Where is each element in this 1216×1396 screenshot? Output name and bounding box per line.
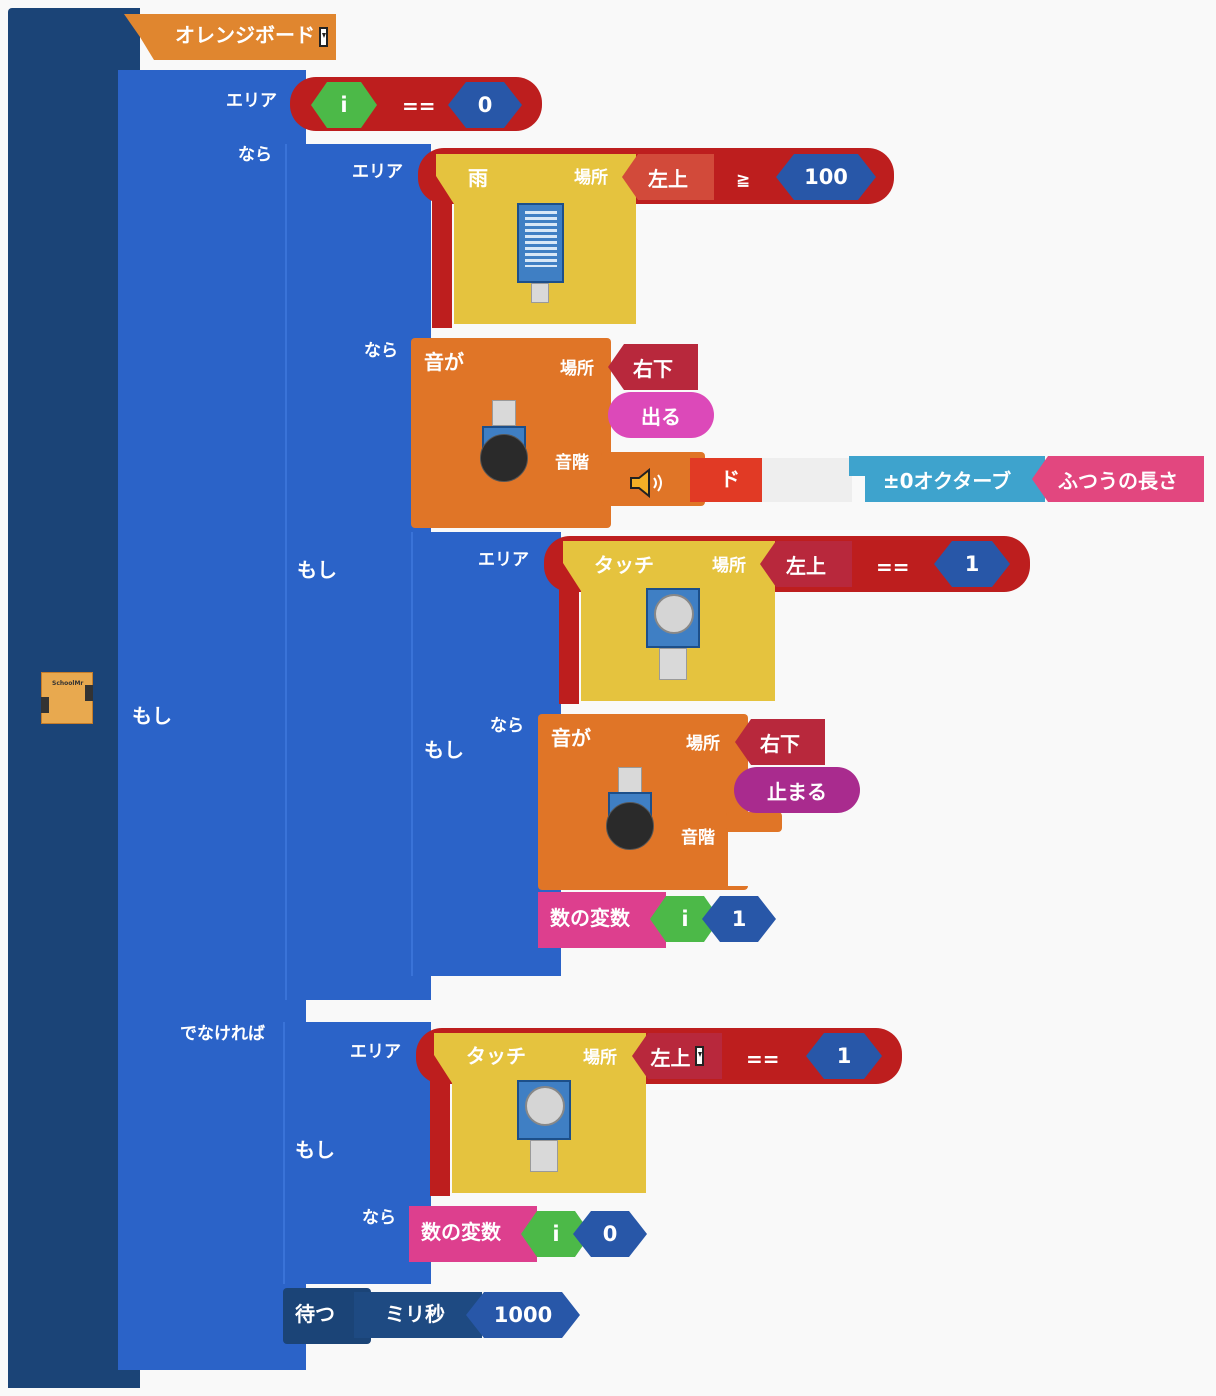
outer-if-label: もし — [132, 704, 172, 728]
sound-off-title: 音が — [551, 726, 591, 750]
outer-area-label: エリア — [226, 91, 277, 111]
set-var-1-label: 数の変数 — [550, 906, 630, 930]
set-var-0-block[interactable] — [409, 1206, 537, 1262]
outer-cond-value[interactable]: 0 — [448, 82, 522, 128]
octave-value[interactable]: ±0オクターブ — [849, 456, 1045, 502]
sound-on-place[interactable]: 右下 — [608, 344, 698, 390]
touch-op: == — [876, 555, 910, 579]
else-area-label: エリア — [350, 1042, 401, 1062]
else-place-dropdown-icon[interactable] — [694, 1046, 704, 1066]
else-value[interactable]: 1 — [806, 1033, 882, 1079]
wait-unit-block[interactable] — [354, 1292, 482, 1338]
note-block[interactable] — [601, 452, 705, 506]
buzzer-icon — [480, 434, 528, 482]
rain-value[interactable]: 100 — [776, 154, 876, 200]
outer-cond-var[interactable]: i — [311, 82, 377, 128]
else-op: == — [746, 1047, 780, 1071]
else-place-value-row[interactable]: 左上 — [632, 1033, 722, 1079]
length-value[interactable]: ふつうの長さ — [1032, 456, 1204, 502]
rain-sensor-image — [517, 203, 564, 283]
sound-off-action[interactable]: 止まる — [734, 767, 860, 813]
board-label: オレンジボード — [175, 23, 315, 47]
set-var-0-label: 数の変数 — [421, 1220, 501, 1244]
touch-area-label: エリア — [478, 550, 529, 570]
set-var-1-block[interactable] — [538, 892, 666, 948]
sound-off-slot — [728, 832, 750, 886]
sound-off-scale-label: 音階 — [681, 828, 715, 848]
wait-label: 待つ — [295, 1302, 335, 1326]
sound-on-title: 音が — [424, 350, 464, 374]
rain-if-block[interactable] — [285, 144, 431, 1000]
rain-place-label: 場所 — [574, 168, 608, 188]
outer-then-label: なら — [238, 145, 272, 165]
touch-sensor-pin — [659, 648, 687, 680]
else-sensor-name: タッチ — [466, 1044, 526, 1068]
note-value-bg — [690, 458, 776, 502]
buzzer-pin — [492, 400, 516, 426]
board-label-row[interactable]: オレンジボード — [175, 25, 328, 47]
rain-sensor-pin — [531, 283, 549, 303]
rain-op: ≧ — [736, 170, 751, 190]
buzzer2-pin — [618, 767, 642, 793]
touch-place-value[interactable]: 左上 — [760, 541, 852, 587]
sound-on-scale-label: 音階 — [555, 453, 589, 473]
program-container-bottom — [8, 1366, 140, 1388]
set-var-1-value[interactable]: 1 — [702, 896, 776, 942]
rain-then-label: なら — [364, 341, 398, 361]
rain-if-label: もし — [297, 558, 337, 582]
touch-if-block[interactable] — [411, 532, 561, 976]
sound-off-place-label: 場所 — [686, 734, 720, 754]
outer-cond-op: == — [402, 94, 436, 118]
touch-then-label: なら — [490, 716, 524, 736]
board-icon: SchoolMr — [41, 672, 93, 724]
sound-off-notch — [726, 812, 782, 832]
sound-on-action[interactable]: 出る — [608, 392, 714, 438]
rain-area-label: エリア — [352, 162, 403, 182]
note-value[interactable]: ド — [720, 467, 740, 491]
dropdown-icon[interactable] — [319, 26, 328, 47]
else-sensor-pin — [530, 1140, 558, 1172]
else-then-label: なら — [362, 1208, 396, 1228]
board-icon-label: SchoolMr — [52, 680, 84, 687]
else-condition-stem — [430, 1060, 450, 1196]
buzzer2-icon — [606, 802, 654, 850]
touch-sensor-image — [646, 588, 700, 648]
touch-value[interactable]: 1 — [934, 541, 1010, 587]
touch-sensor-name: タッチ — [594, 553, 654, 577]
wait-value[interactable]: 1000 — [466, 1292, 580, 1338]
rain-place-value[interactable]: 左上 — [622, 154, 714, 200]
touch-place-label: 場所 — [712, 556, 746, 576]
note-gap — [762, 458, 852, 502]
outer-if-block[interactable] — [118, 70, 306, 1370]
else-place-label: 場所 — [583, 1048, 617, 1068]
board-block[interactable] — [124, 14, 336, 60]
set-var-0-value[interactable]: 0 — [573, 1211, 647, 1257]
outer-else-label: でなければ — [180, 1024, 265, 1044]
wait-unit: ミリ秒 — [385, 1302, 445, 1326]
touch-condition-stem — [559, 570, 579, 704]
else-if-block[interactable] — [283, 1022, 431, 1284]
sound-on-place-label: 場所 — [560, 359, 594, 379]
rain-condition-stem — [432, 180, 452, 328]
touch-if-label: もし — [424, 738, 464, 762]
else-if-label: もし — [295, 1138, 335, 1162]
speaker-icon[interactable] — [625, 466, 669, 500]
sound-off-place[interactable]: 右下 — [735, 719, 825, 765]
else-place-value: 左上 — [650, 1045, 691, 1070]
else-sensor-image — [517, 1080, 571, 1140]
rain-sensor-name: 雨 — [468, 166, 488, 190]
